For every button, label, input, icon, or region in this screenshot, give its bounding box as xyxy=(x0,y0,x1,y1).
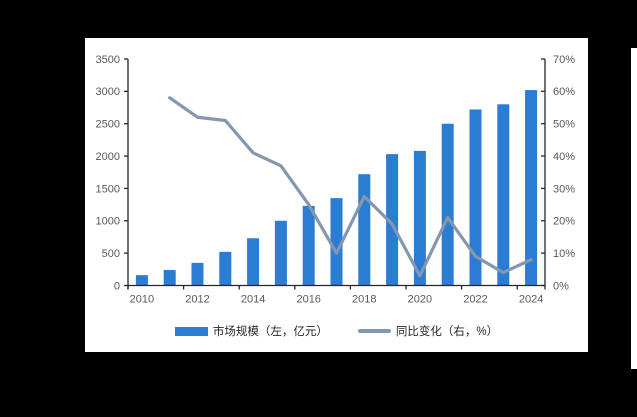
line-series-swatch-icon xyxy=(357,329,391,333)
left-axis-tick-label: 1500 xyxy=(96,183,120,195)
chart-panel: 0 500 1000 1500 2000 2500 3000 3500 0% 10% 20% 30% 4… xyxy=(85,38,588,352)
x-axis-year-label: 2014 xyxy=(241,294,265,306)
bar-2020 xyxy=(413,150,426,286)
left-axis-tick-label: 3000 xyxy=(96,86,120,98)
x-axis-year-label: 2010 xyxy=(130,294,154,306)
bar-2017 xyxy=(330,198,343,286)
x-axis-year-label: 2024 xyxy=(519,294,543,306)
bar-2024 xyxy=(525,90,538,286)
market-size-combo-chart: 0 500 1000 1500 2000 2500 3000 3500 0% 10% 20% 30% 4… xyxy=(96,54,576,306)
bar-series-swatch-icon xyxy=(174,326,208,336)
right-axis-tick-label: 50% xyxy=(553,119,575,131)
adjacent-panel-edge xyxy=(631,48,637,369)
legend-item-yoy-change: 同比变化（右，%） xyxy=(357,323,499,339)
right-axis-tick-label: 20% xyxy=(553,216,575,228)
left-axis-tick-label: 2500 xyxy=(96,119,120,131)
bar-2011 xyxy=(163,269,176,286)
bar-2018 xyxy=(358,174,371,286)
bar-2015 xyxy=(274,220,287,286)
right-axis-tick-label: 30% xyxy=(553,183,575,195)
left-axis-tick-label: 1000 xyxy=(96,216,120,228)
bar-2012 xyxy=(191,262,204,286)
bar-2022 xyxy=(469,109,482,286)
chart-legend: 市场规模（左，亿元） 同比变化（右，%） xyxy=(85,323,588,339)
legend-item-market-size: 市场规模（左，亿元） xyxy=(174,323,328,339)
left-axis-tick-label: 2000 xyxy=(96,151,120,163)
right-axis-tick-label: 0% xyxy=(553,280,569,292)
left-axis-tick-label: 500 xyxy=(102,248,120,260)
right-axis-tick-label: 60% xyxy=(553,86,575,98)
x-axis-year-label: 2018 xyxy=(352,294,376,306)
bar-2016 xyxy=(302,205,315,286)
right-axis-tick-label: 40% xyxy=(553,151,575,163)
left-axis-tick-label: 0 xyxy=(114,280,120,292)
bar-2014 xyxy=(247,238,260,286)
yoy-change-line xyxy=(168,96,533,278)
x-axis-year-label: 2016 xyxy=(296,294,320,306)
left-axis-tick-label: 3500 xyxy=(96,54,120,66)
x-axis-year-label: 2022 xyxy=(463,294,487,306)
bar-2021 xyxy=(441,123,454,286)
right-axis-tick-label: 70% xyxy=(553,54,575,66)
bar-2010 xyxy=(135,275,148,286)
legend-label-market-size: 市场规模（左，亿元） xyxy=(212,326,328,338)
bar-2023 xyxy=(497,104,510,286)
x-axis-year-label: 2012 xyxy=(185,294,209,306)
right-axis-tick-label: 10% xyxy=(553,248,575,260)
legend-label-yoy-change: 同比变化（右，%） xyxy=(395,326,499,338)
x-axis-year-label: 2020 xyxy=(408,294,432,306)
bar-2013 xyxy=(219,251,232,286)
bar-2019 xyxy=(386,154,399,286)
